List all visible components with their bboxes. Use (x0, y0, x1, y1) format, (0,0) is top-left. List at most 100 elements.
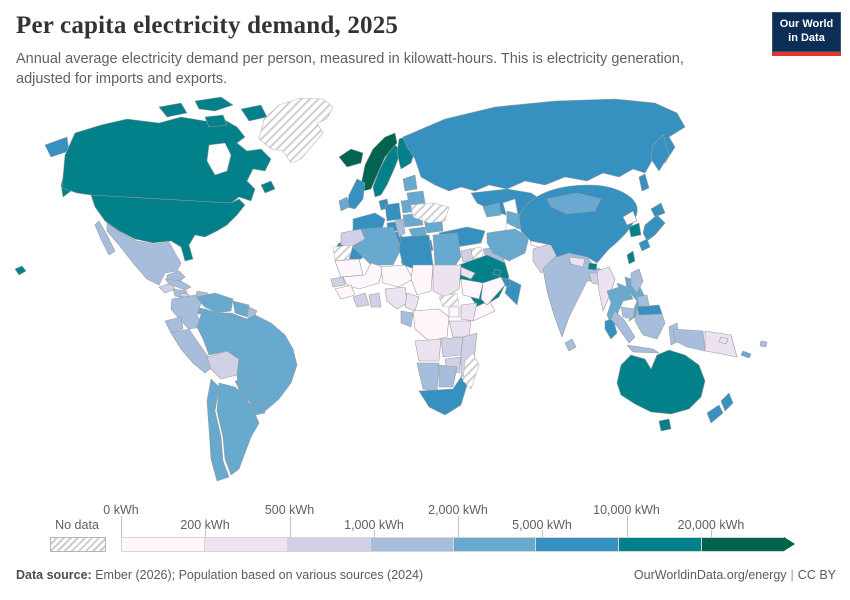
country-cuba[interactable] (164, 278, 192, 291)
country-japan-hokkaido[interactable] (650, 202, 666, 218)
country-tasmania[interactable] (658, 418, 672, 432)
legend-bin-4[interactable] (452, 537, 536, 552)
country-senegal[interactable] (330, 276, 346, 288)
arctic-island-3[interactable] (240, 104, 268, 122)
country-brazil[interactable] (196, 308, 298, 414)
country-norway[interactable] (360, 132, 398, 192)
country-ghana[interactable] (368, 292, 382, 308)
country-jordan[interactable] (460, 248, 474, 263)
arctic-island-2[interactable] (194, 96, 234, 112)
country-venezuela[interactable] (196, 292, 234, 314)
owid-energy-link[interactable]: OurWorldinData.org/energy (633, 568, 787, 582)
country-south-africa[interactable] (418, 376, 468, 416)
country-kenya[interactable] (460, 302, 478, 322)
country-java[interactable] (626, 344, 660, 354)
country-ukraine[interactable] (410, 202, 450, 224)
country-laos[interactable] (616, 282, 634, 302)
country-fiji[interactable] (759, 340, 768, 348)
country-iceland[interactable] (338, 148, 364, 168)
country-drc[interactable] (412, 308, 450, 342)
legend-bin-2[interactable] (286, 537, 370, 552)
country-zambia[interactable] (440, 336, 464, 358)
country-nigeria[interactable] (384, 286, 408, 310)
country-belarus[interactable] (406, 190, 426, 206)
country-usa[interactable] (90, 194, 246, 262)
country-somalia[interactable] (480, 276, 506, 306)
country-australia[interactable] (616, 349, 706, 415)
country-germany[interactable] (384, 202, 402, 222)
country-tanzania[interactable] (448, 320, 472, 338)
country-niger[interactable] (380, 264, 414, 288)
country-mexico[interactable] (106, 222, 182, 286)
country-united-kingdom[interactable] (346, 178, 366, 210)
arctic-island-1[interactable] (158, 102, 188, 118)
country-uganda[interactable] (448, 306, 460, 318)
legend-bin-5[interactable] (535, 537, 619, 552)
country-mongolia[interactable] (546, 192, 602, 215)
country-russia[interactable] (402, 98, 686, 192)
country-cameroon[interactable] (404, 292, 420, 312)
country-caucasus[interactable] (482, 202, 502, 218)
country-japan-honshu[interactable] (642, 214, 666, 242)
country-egypt[interactable] (432, 232, 462, 270)
country-west-new-guinea[interactable] (672, 328, 706, 352)
country-mauritania[interactable] (334, 258, 364, 278)
owid-logo[interactable]: Our World in Data (772, 12, 841, 56)
legend-bin-0[interactable] (121, 537, 204, 552)
country-china[interactable] (518, 184, 638, 264)
country-japan-kyushu[interactable] (638, 238, 651, 252)
country-eritrea[interactable] (460, 266, 476, 280)
country-new-caledonia[interactable] (740, 350, 752, 359)
country-botswana[interactable] (438, 364, 458, 388)
legend-bin-3[interactable] (369, 537, 453, 552)
country-hawaii[interactable] (14, 265, 27, 276)
country-western-sahara[interactable] (332, 244, 354, 262)
country-madagascar[interactable] (462, 352, 480, 390)
country-ecuador[interactable] (164, 316, 184, 334)
newfoundland[interactable] (260, 180, 276, 194)
baja-california[interactable] (94, 220, 116, 256)
country-gulf-states[interactable] (492, 268, 502, 277)
country-south-korea[interactable] (628, 222, 642, 238)
legend-bin-7[interactable] (701, 537, 784, 552)
country-sudan[interactable] (432, 264, 462, 298)
country-chad[interactable] (410, 264, 434, 296)
country-solomon-islands[interactable] (718, 336, 729, 345)
country-philippines-south[interactable] (636, 294, 650, 307)
arctic-island-4[interactable] (204, 114, 228, 128)
country-new-zealand-south[interactable] (706, 404, 724, 424)
country-algeria[interactable] (352, 226, 402, 266)
country-tunisia[interactable] (394, 218, 406, 238)
country-canada[interactable] (61, 116, 272, 204)
country-malaysia-borneo[interactable] (636, 304, 663, 316)
country-sumatra[interactable] (610, 310, 636, 344)
country-nepal[interactable] (568, 256, 586, 268)
legend-bin-6[interactable] (618, 537, 702, 552)
country-greenland[interactable] (258, 97, 334, 164)
country-cambodia[interactable] (620, 306, 636, 320)
country-ethiopia[interactable] (460, 278, 484, 300)
country-iran[interactable] (486, 228, 530, 262)
country-ivory-coast[interactable] (352, 292, 370, 308)
country-sri-lanka[interactable] (564, 338, 577, 352)
no-data-swatch[interactable] (50, 537, 106, 552)
country-papua-new-guinea[interactable] (704, 330, 738, 358)
country-chile[interactable] (206, 378, 230, 482)
country-angola[interactable] (414, 338, 442, 362)
country-south-sudan[interactable] (438, 292, 460, 308)
country-sweden[interactable] (372, 144, 402, 198)
country-baltics[interactable] (402, 174, 418, 192)
country-paraguay[interactable] (234, 376, 256, 394)
legend-bin-1[interactable] (203, 537, 287, 552)
country-argentina[interactable] (216, 382, 260, 476)
country-gabon-congo[interactable] (400, 310, 414, 328)
country-new-zealand-north[interactable] (720, 392, 734, 412)
country-ireland[interactable] (338, 196, 350, 212)
country-bhutan[interactable] (587, 262, 598, 271)
country-north-korea[interactable] (622, 210, 638, 226)
country-guinea[interactable] (334, 284, 356, 300)
country-namibia[interactable] (416, 362, 440, 392)
country-taiwan[interactable] (626, 250, 636, 265)
kamchatka[interactable] (650, 134, 670, 172)
country-morocco[interactable] (340, 228, 366, 248)
